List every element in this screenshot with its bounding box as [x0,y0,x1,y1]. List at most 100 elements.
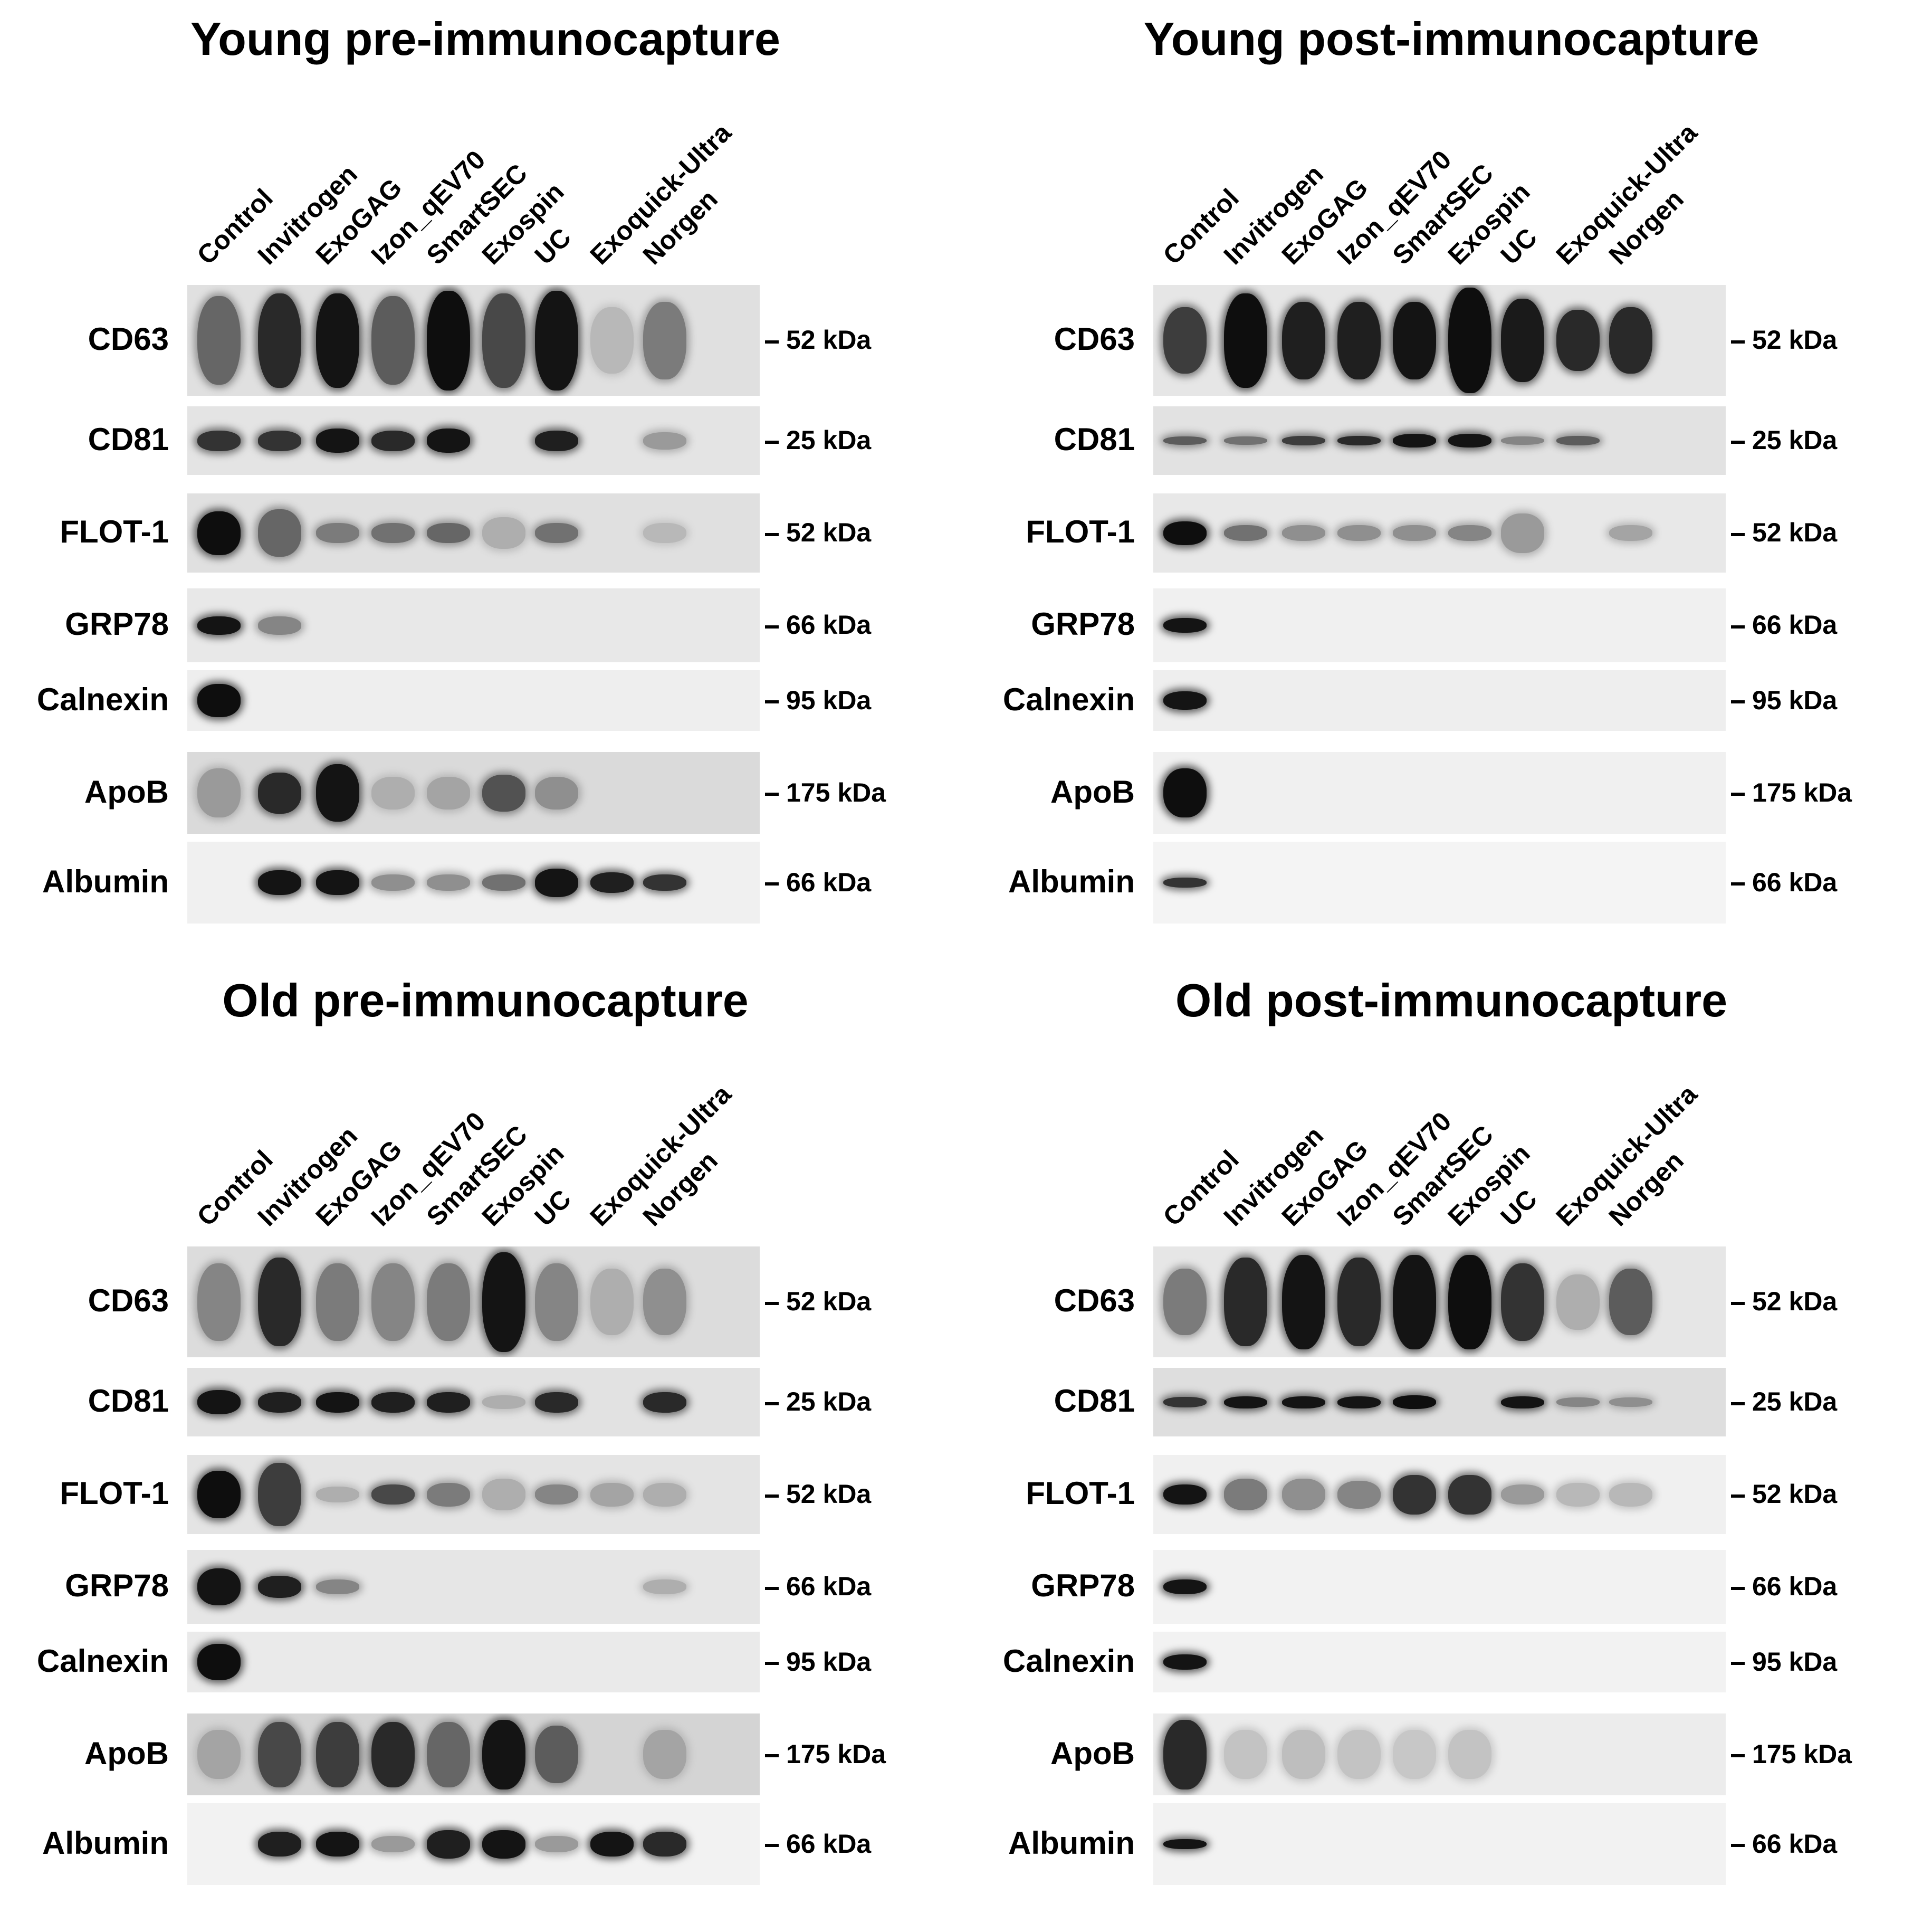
mw-marker: 52 kDa [765,1481,871,1507]
band-invitrogen [1224,1479,1267,1510]
blot-strip-cd81 [1153,406,1726,475]
band-exospin [482,1479,525,1510]
mw-marker: 95 kDa [765,687,871,713]
mw-label: 52 kDa [786,518,872,547]
band-smartsec [427,1830,470,1859]
band-izon-qev70 [1337,436,1381,445]
mw-label: 52 kDa [1752,1287,1838,1316]
mw-marker: 66 kDa [1731,612,1837,638]
band-uc [1501,1263,1544,1341]
band-exoquick-ultra [1556,1274,1600,1330]
mw-label: 52 kDa [786,325,872,355]
mw-label: 52 kDa [786,1479,872,1509]
blot-strip-flot-1 [187,493,760,573]
row-label-albumin: Albumin [1008,1825,1135,1861]
mw-marker: 52 kDa [1731,1481,1837,1507]
band-smartsec [427,523,470,543]
band-norgen [643,523,686,543]
band-uc [535,1263,578,1341]
band-exogag [1282,1730,1325,1779]
band-control [1163,1484,1207,1505]
row-label-cd81: CD81 [1054,422,1135,457]
row-label-apob: ApoB [84,774,169,810]
band-uc [535,1392,578,1413]
mw-tick [1731,1301,1745,1305]
panel-young-pre: Young pre-immunocapture Control Invitrogen… [0,0,966,962]
row-label-flot-1: FLOT-1 [60,514,169,549]
mw-label: 95 kDa [786,1646,872,1677]
mw-marker: 175 kDa [765,779,886,806]
band-exogag [1282,302,1325,379]
mw-tick [765,532,779,536]
band-smartsec [427,1722,470,1787]
mw-marker: 52 kDa [1731,519,1837,546]
row-label-cd81: CD81 [88,422,169,457]
band-uc [535,1484,578,1505]
mw-label: 52 kDa [1752,325,1838,355]
mw-marker: 175 kDa [765,1741,886,1767]
band-invitrogen [1224,1258,1267,1346]
band-invitrogen [1224,1396,1267,1408]
panel-title: Young pre-immunocapture [190,13,780,65]
mw-tick [765,1754,779,1758]
band-norgen [643,1730,686,1779]
band-uc [535,777,578,810]
band-norgen [643,432,686,450]
row-label-albumin: Albumin [42,1825,169,1861]
band-exogag [316,429,359,453]
row-label-flot-1: FLOT-1 [60,1475,169,1511]
band-exogag [1282,1255,1325,1349]
band-exospin [1448,1475,1491,1515]
band-smartsec [1393,525,1436,541]
blot-strip-albumin [1153,1803,1726,1885]
band-smartsec [427,874,470,891]
row-label-albumin: Albumin [1008,863,1135,899]
mw-label: 175 kDa [786,1739,886,1769]
row-label-apob: ApoB [1050,774,1135,810]
mw-tick [765,1844,779,1848]
band-exogag [1282,1479,1325,1510]
blot-strip-calnexin [1153,670,1726,731]
blot-strip-cd81 [1153,1368,1726,1436]
mw-tick [1731,1586,1745,1590]
row-label-flot-1: FLOT-1 [1026,1475,1135,1511]
blot-strip-cd63 [187,285,760,396]
band-invitrogen [258,616,301,635]
band-exoquick-ultra [590,1269,634,1335]
mw-label: 95 kDa [1752,685,1838,715]
band-invitrogen [258,431,301,451]
band-exogag [1282,436,1325,445]
mw-tick [1731,700,1745,704]
band-exoquick-ultra [1556,1483,1600,1507]
mw-marker: 52 kDa [765,327,871,353]
mw-marker: 66 kDa [1731,1831,1837,1857]
row-label-grp78: GRP78 [65,1568,169,1603]
blot-strip-calnexin [1153,1632,1726,1692]
band-exospin [482,517,525,549]
band-control [197,511,241,555]
band-norgen [643,1483,686,1507]
band-exogag [316,870,359,895]
band-exoquick-ultra [590,1483,634,1507]
panel-title: Old pre-immunocapture [222,974,749,1026]
mw-tick [1731,1662,1745,1665]
band-exogag [1282,525,1325,541]
band-norgen [1609,1269,1652,1335]
mw-label: 66 kDa [786,610,872,640]
band-exogag [316,293,359,388]
blot-strip-cd63 [187,1246,760,1357]
band-invitrogen [258,1576,301,1598]
band-exoquick-ultra [590,1832,634,1857]
mw-label: 66 kDa [786,1829,872,1859]
row-label-cd81: CD81 [1054,1383,1135,1419]
band-exospin [1448,434,1491,448]
mw-tick [1731,340,1745,344]
mw-marker: 175 kDa [1731,1741,1852,1767]
band-izon-qev70 [371,1392,415,1413]
band-exoquick-ultra [590,307,634,374]
mw-marker: 25 kDa [1731,427,1837,453]
mw-tick [1731,1754,1745,1758]
band-uc [535,1836,578,1852]
blot-strip-calnexin [187,670,760,731]
mw-label: 25 kDa [1752,1387,1838,1416]
